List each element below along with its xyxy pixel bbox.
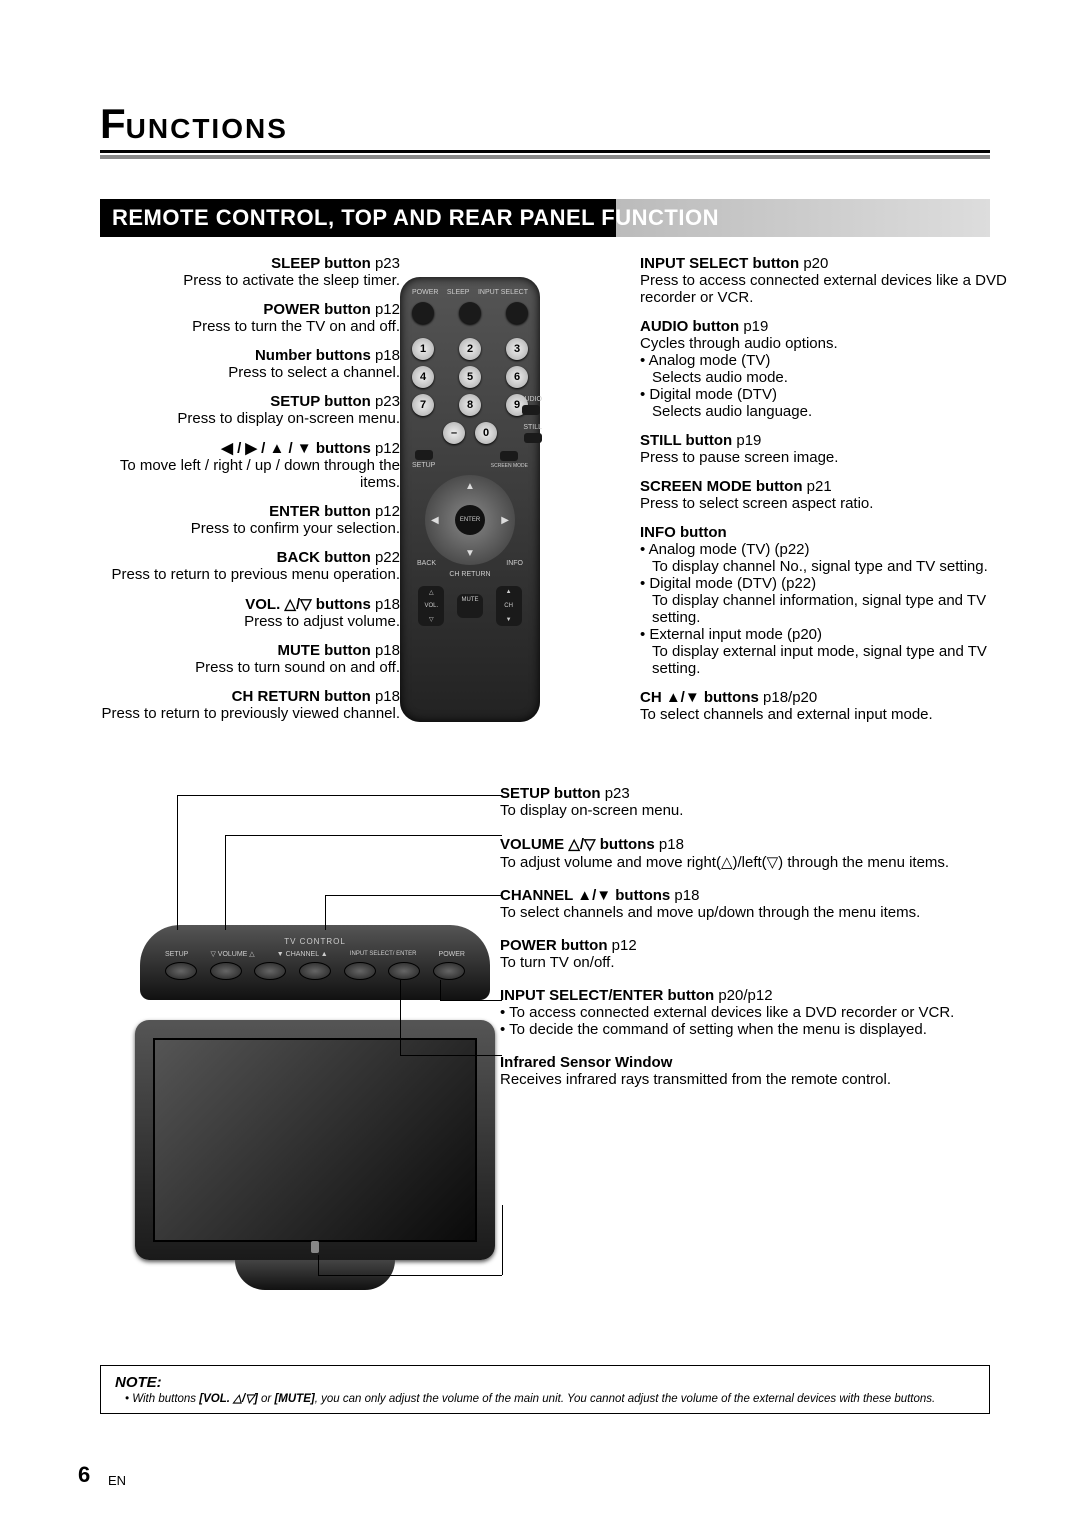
section-subtitle: REMOTE CONTROL, TOP AND REAR PANEL FUNCT… bbox=[100, 199, 990, 237]
top-panel-title: TV CONTROL bbox=[165, 937, 465, 946]
panel-diagram-section: SETUP button p23To display on-screen men… bbox=[100, 785, 990, 1345]
panel-label-volume: ▽ VOLUME △ bbox=[210, 950, 254, 958]
remote-setup-btn bbox=[415, 450, 433, 460]
remote-num-3: 3 bbox=[506, 338, 528, 360]
panel-ch-up-btn bbox=[344, 962, 376, 980]
remote-label-screen: SCREEN MODE bbox=[491, 463, 528, 469]
remote-num-1: 1 bbox=[412, 338, 434, 360]
note-text: With buttons [VOL. △/▽] or [MUTE], you c… bbox=[115, 1391, 975, 1405]
callout-label: INPUT SELECT button p20Press to access c… bbox=[640, 255, 1020, 306]
callout-label: AUDIO button p19Cycles through audio opt… bbox=[640, 318, 1020, 420]
callout-label: CH ▲/▼ buttons p18/p20To select channels… bbox=[640, 689, 1020, 723]
callout-label: Number buttons p18Press to select a chan… bbox=[100, 347, 400, 381]
remote-mute-btn: MUTE bbox=[457, 594, 483, 618]
panel-vol-down-btn bbox=[210, 962, 242, 980]
remote-label-info: INFO bbox=[506, 560, 523, 567]
panel-power-btn bbox=[433, 962, 465, 980]
tv-illustration bbox=[135, 1020, 495, 1295]
callout-label: Infrared Sensor WindowReceives infrared … bbox=[500, 1054, 990, 1088]
panel-setup-btn bbox=[165, 962, 197, 980]
remote-vol-rocker: △VOL.▽ bbox=[418, 586, 444, 626]
remote-num-4: 4 bbox=[412, 366, 434, 388]
remote-num-2: 2 bbox=[459, 338, 481, 360]
remote-audio-btn bbox=[522, 405, 540, 415]
remote-num-dash: – bbox=[443, 422, 465, 444]
panel-label-input: INPUT SELECT/ ENTER bbox=[350, 951, 417, 957]
panel-input-btn bbox=[388, 962, 420, 980]
remote-illustration: POWER SLEEP INPUT SELECT 123 456 789 AUD… bbox=[400, 277, 540, 722]
remote-label-input: INPUT SELECT bbox=[478, 289, 528, 296]
remote-label-still: STILL bbox=[523, 424, 542, 431]
callout-label: INFO buttonAnalog mode (TV) (p22)To disp… bbox=[640, 524, 1020, 677]
callout-label: POWER button p12To turn TV on/off. bbox=[500, 937, 990, 971]
callout-label: VOL. △/▽ buttons p18Press to adjust volu… bbox=[100, 595, 400, 630]
page-title-section: F UNCTIONS bbox=[100, 100, 990, 159]
title-rest: UNCTIONS bbox=[126, 113, 288, 145]
remote-num-7: 7 bbox=[412, 394, 434, 416]
remote-num-6: 6 bbox=[506, 366, 528, 388]
remote-num-0: 0 bbox=[475, 422, 497, 444]
remote-label-sleep: SLEEP bbox=[447, 289, 470, 296]
panel-label-channel: ▼ CHANNEL ▲ bbox=[277, 951, 328, 958]
remote-label-audio: AUDIO bbox=[520, 396, 542, 403]
remote-label-back: BACK bbox=[417, 560, 436, 567]
page-language: EN bbox=[108, 1473, 126, 1488]
callout-label: STILL button p19Press to pause screen im… bbox=[640, 432, 1020, 466]
callout-label: SLEEP button p23Press to activate the sl… bbox=[100, 255, 400, 289]
remote-enter-btn: ENTER bbox=[455, 505, 485, 535]
callout-label: CH RETURN button p18Press to return to p… bbox=[100, 688, 400, 722]
callout-label: BACK button p22Press to return to previo… bbox=[100, 549, 400, 583]
remote-label-setup: SETUP bbox=[412, 462, 435, 469]
callout-label: VOLUME △/▽ buttons p18To adjust volume a… bbox=[500, 835, 990, 871]
remote-sleep-btn bbox=[459, 302, 481, 324]
callout-label: ENTER button p12Press to confirm your se… bbox=[100, 503, 400, 537]
remote-still-btn bbox=[524, 433, 542, 443]
callout-label: POWER button p12Press to turn the TV on … bbox=[100, 301, 400, 335]
note-heading: NOTE: bbox=[115, 1374, 975, 1391]
callout-label: ◀ / ▶ / ▲ / ▼ buttons p12To move left / … bbox=[100, 439, 400, 491]
remote-power-btn bbox=[412, 302, 434, 324]
remote-label-chreturn: CH RETURN bbox=[412, 571, 528, 578]
remote-ch-rocker: ▲CH▼ bbox=[496, 586, 522, 626]
panel-label-setup: SETUP bbox=[165, 951, 188, 958]
callout-label: CHANNEL ▲/▼ buttons p18To select channel… bbox=[500, 887, 990, 921]
panel-ch-down-btn bbox=[299, 962, 331, 980]
remote-dpad: ENTER ▲ ▼ ◀ ▶ BACK INFO bbox=[425, 475, 515, 565]
callout-label: SETUP button p23To display on-screen men… bbox=[500, 785, 990, 819]
remote-num-8: 8 bbox=[459, 394, 481, 416]
title-first-letter: F bbox=[100, 100, 126, 148]
note-box: NOTE: With buttons [VOL. △/▽] or [MUTE],… bbox=[100, 1365, 990, 1414]
callout-label: SETUP button p23Press to display on-scre… bbox=[100, 393, 400, 427]
panel-label-power: POWER bbox=[439, 951, 465, 958]
infrared-sensor bbox=[311, 1241, 319, 1253]
remote-screen-btn bbox=[500, 451, 518, 461]
callout-label: MUTE button p18Press to turn sound on an… bbox=[100, 642, 400, 676]
top-panel-illustration: TV CONTROL SETUP ▽ VOLUME △ ▼ CHANNEL ▲ … bbox=[140, 925, 490, 1000]
page-number: 6 bbox=[78, 1462, 90, 1488]
remote-input-btn bbox=[506, 302, 528, 324]
callout-label: SCREEN MODE button p21Press to select sc… bbox=[640, 478, 1020, 512]
callout-label: INPUT SELECT/ENTER button p20/p12To acce… bbox=[500, 987, 990, 1038]
remote-diagram-section: SLEEP button p23Press to activate the sl… bbox=[100, 255, 990, 775]
remote-label-power: POWER bbox=[412, 289, 438, 296]
panel-vol-up-btn bbox=[254, 962, 286, 980]
remote-num-5: 5 bbox=[459, 366, 481, 388]
